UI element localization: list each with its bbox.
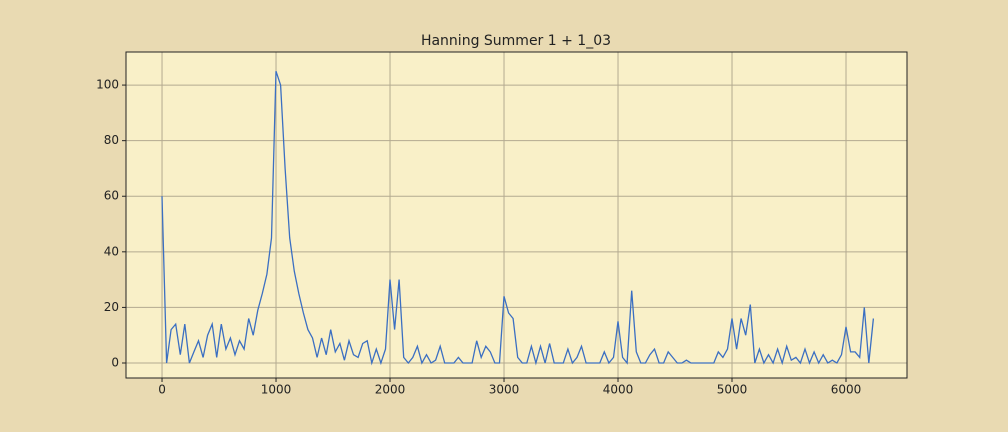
y-tick-label: 20 (104, 300, 119, 314)
y-tick-label: 40 (104, 244, 119, 258)
chart-title: Hanning Summer 1 + 1_03 (421, 33, 611, 49)
x-tick-label: 5000 (717, 383, 748, 397)
plot-frame (125, 51, 908, 379)
x-tick-label: 2000 (375, 383, 406, 397)
x-tick-label: 3000 (489, 383, 520, 397)
x-tick-label: 4000 (603, 383, 634, 397)
y-tick-label: 0 (111, 355, 119, 369)
y-tick-label: 80 (104, 133, 119, 147)
x-tick-label: 6000 (831, 383, 862, 397)
data-line (161, 70, 875, 366)
y-tick-label: 60 (104, 189, 119, 203)
plot-area (126, 52, 907, 378)
x-tick-label: 0 (158, 383, 166, 397)
y-tick-label: 100 (96, 78, 119, 92)
x-tick-label: 1000 (261, 383, 292, 397)
